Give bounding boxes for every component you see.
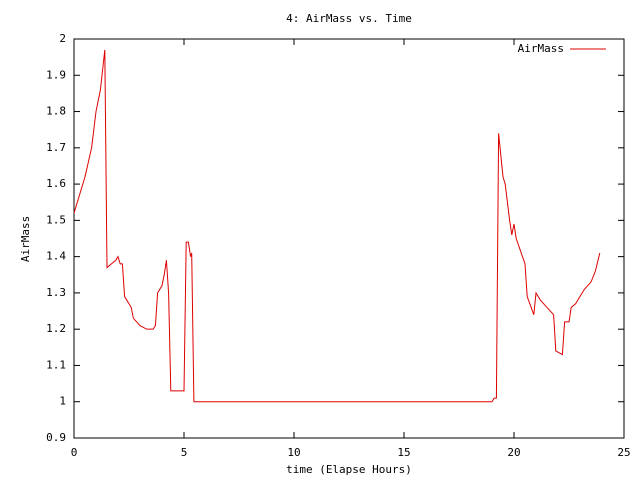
y-tick-label: 1.4 (46, 250, 66, 263)
plot-frame (73, 38, 625, 439)
y-axis-label: AirMass (19, 216, 32, 262)
y-tick-label: 1.1 (46, 358, 66, 371)
y-tick-label: 1.3 (46, 286, 66, 299)
x-tick-label: 25 (617, 446, 630, 459)
y-tick-label: 1.2 (46, 322, 66, 335)
y-tick-label: 1.5 (46, 213, 66, 226)
y-tick-label: 2 (59, 32, 66, 45)
y-tick-label: 1.8 (46, 105, 66, 118)
data-line (73, 49, 601, 403)
x-tick-label: 5 (181, 446, 188, 459)
x-tick-label: 0 (71, 446, 78, 459)
x-axis-label: time (Elapse Hours) (286, 463, 412, 476)
legend-label: AirMass (518, 42, 564, 55)
x-tick-label: 20 (507, 446, 520, 459)
chart-title: 4: AirMass vs. Time (286, 12, 412, 25)
x-tick-label: 15 (397, 446, 410, 459)
y-tick-label: 1 (59, 395, 66, 408)
x-tick-label: 10 (287, 446, 300, 459)
y-tick-label: 1.7 (46, 141, 66, 154)
y-tick-label: 1.9 (46, 68, 66, 81)
y-tick-label: 0.9 (46, 431, 66, 444)
y-tick-label: 1.6 (46, 177, 66, 190)
